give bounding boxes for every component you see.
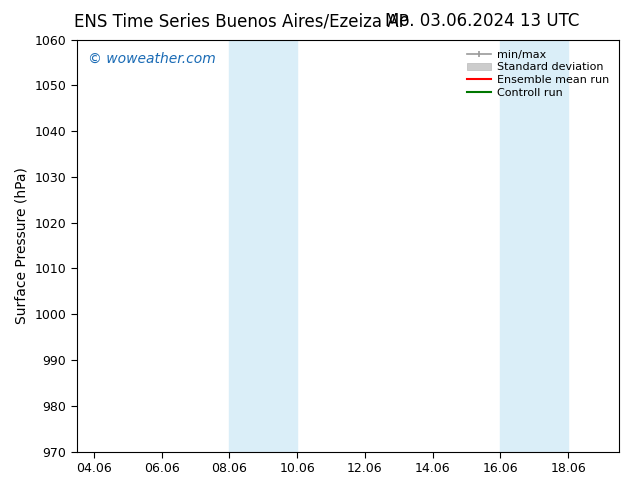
Legend: min/max, Standard deviation, Ensemble mean run, Controll run: min/max, Standard deviation, Ensemble me… xyxy=(462,45,614,102)
Text: ENS Time Series Buenos Aires/Ezeiza AP: ENS Time Series Buenos Aires/Ezeiza AP xyxy=(74,12,408,30)
Text: © woweather.com: © woweather.com xyxy=(87,52,216,66)
Bar xyxy=(230,40,297,452)
Text: Mo. 03.06.2024 13 UTC: Mo. 03.06.2024 13 UTC xyxy=(385,12,579,30)
Y-axis label: Surface Pressure (hPa): Surface Pressure (hPa) xyxy=(15,167,29,324)
Bar xyxy=(500,40,568,452)
